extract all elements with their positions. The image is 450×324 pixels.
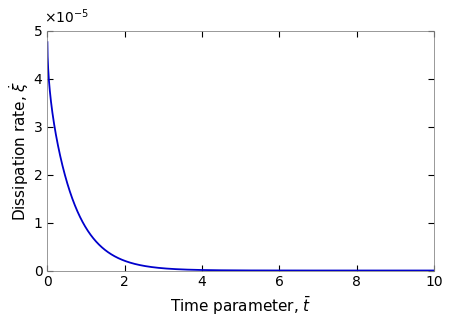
Text: $\times 10^{-5}$: $\times 10^{-5}$ <box>44 7 89 26</box>
X-axis label: Time parameter, $\bar{t}$: Time parameter, $\bar{t}$ <box>170 295 311 317</box>
Y-axis label: Dissipation rate, $\dot{\xi}$: Dissipation rate, $\dot{\xi}$ <box>7 80 31 221</box>
